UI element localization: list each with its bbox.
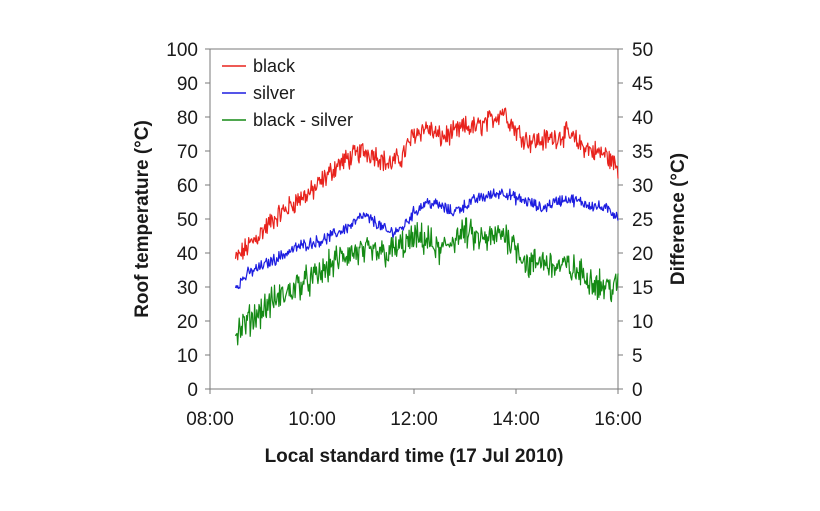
y-tick-label: 50 xyxy=(177,210,198,231)
y2-tick-label: 15 xyxy=(632,278,653,299)
y2-tick-label: 20 xyxy=(632,244,653,265)
x-tick-label: 12:00 xyxy=(390,409,438,430)
y2-tick-label: 45 xyxy=(632,74,653,95)
y2-tick-label: 30 xyxy=(632,176,653,197)
x-axis-title: Local standard time (17 Jul 2010) xyxy=(265,446,564,467)
series-line-black-silver xyxy=(234,217,619,346)
y2-tick-label: 10 xyxy=(632,312,653,333)
y-tick-label: 90 xyxy=(177,74,198,95)
series-line-silver xyxy=(234,188,619,290)
y-tick-label: 40 xyxy=(177,244,198,265)
y-axis-title: Roof temperature (°C) xyxy=(132,120,153,318)
y2-tick-label: 25 xyxy=(632,210,653,231)
y2-tick-label: 35 xyxy=(632,142,653,163)
x-tick-label: 08:00 xyxy=(186,409,234,430)
series-lines xyxy=(234,107,619,346)
y-tick-label: 80 xyxy=(177,108,198,129)
x-tick-label: 10:00 xyxy=(288,409,336,430)
y-tick-label: 60 xyxy=(177,176,198,197)
y-tick-label: 70 xyxy=(177,142,198,163)
y-tick-label: 10 xyxy=(177,346,198,367)
tick-labels: 0 10 20 30 40 50 60 70 80 90 100 0 5 10 15 20 25 30 35 40 45… xyxy=(166,40,653,430)
axis-titles: Local standard time (17 Jul 2010) Roof t… xyxy=(132,120,689,467)
y2-tick-label: 5 xyxy=(632,346,643,367)
y-tick-label: 30 xyxy=(177,278,198,299)
x-tick-label: 14:00 xyxy=(492,409,540,430)
legend: black silver black - silver xyxy=(222,56,353,130)
x-tick-label: 16:00 xyxy=(594,409,642,430)
y-tick-label: 20 xyxy=(177,312,198,333)
y2-tick-label: 40 xyxy=(632,108,653,129)
legend-label: black xyxy=(253,56,296,76)
series-line-black xyxy=(234,107,619,261)
legend-label: black - silver xyxy=(253,110,353,130)
y2-tick-label: 0 xyxy=(632,380,643,401)
y-tick-label: 100 xyxy=(166,40,198,61)
legend-label: silver xyxy=(253,83,295,103)
y2-axis-title: Difference (°C) xyxy=(668,153,689,285)
y-tick-label: 0 xyxy=(187,380,198,401)
y2-tick-label: 50 xyxy=(632,40,653,61)
